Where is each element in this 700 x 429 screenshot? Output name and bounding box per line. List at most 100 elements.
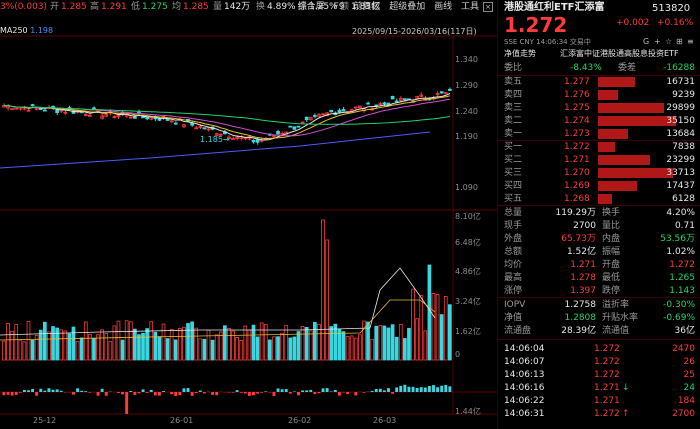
candle-body — [231, 138, 235, 140]
level-price: 1.272 — [564, 142, 590, 152]
flow-bar — [43, 390, 47, 392]
ask-book: 卖五 1.277 16731 卖四 1.276 9239 卖三 1.275 29899 卖二 1.2… — [498, 75, 700, 140]
ask-row[interactable]: 卖五 1.277 16731 — [498, 75, 700, 89]
volume-bar — [386, 327, 391, 361]
flow-bar — [84, 391, 88, 392]
ask-row[interactable]: 卖三 1.275 29899 — [498, 101, 700, 115]
stat-label: 换手 — [602, 208, 621, 218]
level-volume: 6128 — [672, 194, 695, 204]
flow-bar — [264, 391, 268, 392]
plus-icon[interactable]: G — [643, 37, 650, 46]
candle-body — [398, 98, 403, 101]
ask-row[interactable]: 卖一 1.273 13684 — [498, 127, 700, 141]
stat-value: -0.30% — [663, 300, 695, 310]
nav-trend-link[interactable]: 净值走势 — [504, 49, 536, 58]
level-volume: 35150 — [666, 116, 695, 126]
flow-bar — [403, 384, 407, 392]
flow-bar — [59, 390, 63, 392]
menu-icon[interactable]: ≡ — [687, 37, 694, 46]
quote-panel: 港股通红利ETF汇添富 513820 1.272 +0.002 +0.16% S… — [497, 0, 700, 429]
flow-bar — [137, 392, 141, 394]
stat-value: 65.73万 — [561, 234, 596, 244]
tick-volume: 2470 — [672, 344, 695, 354]
bid-row[interactable]: 买二 1.271 23299 — [498, 153, 700, 167]
bid-row[interactable]: 买三 1.270 33713 — [498, 166, 700, 180]
close-icon[interactable]: × — [483, 2, 493, 12]
flow-bar — [182, 388, 186, 392]
candle-body — [341, 109, 346, 112]
depth-bar — [598, 129, 628, 139]
stat-row: 均价 1.271 开盘 1.272 — [498, 258, 700, 272]
volume-bar — [83, 321, 88, 361]
candle-body — [133, 116, 137, 119]
volume-bar — [63, 330, 68, 361]
weibi-label: 委比 — [504, 63, 523, 73]
stat-label: 现手 — [504, 221, 523, 231]
volume-bar — [227, 328, 231, 361]
volume-bar — [333, 323, 338, 361]
level-volume: 13684 — [666, 129, 695, 139]
tick-list[interactable]: 14:06:04 1.272 2470 14:06:07 1.272 26 14:06:13… — [498, 340, 700, 429]
vol-label: 量 — [213, 2, 223, 12]
menu-overview[interactable]: 综合屏 — [297, 2, 325, 12]
bid-row[interactable]: 买四 1.269 17437 — [498, 179, 700, 193]
tick-price: 1.271 — [594, 383, 620, 393]
volume-bar — [353, 337, 358, 361]
star-icon[interactable]: ☆ — [665, 37, 673, 46]
candle-body — [227, 136, 231, 139]
add-icon[interactable]: + — [654, 37, 661, 46]
flow-bar — [288, 392, 292, 394]
stat-value: 1.272 — [669, 260, 695, 270]
candle-body — [448, 88, 452, 91]
flow-bar — [411, 386, 415, 392]
volume-bar — [18, 339, 23, 361]
volume-bar — [124, 320, 129, 361]
stats-table: 总量 119.29万 换手 4.20% 现手 2700 量比 0.71 外盘 65.73万 内盘 53… — [498, 206, 700, 297]
bid-row[interactable]: 买五 1.268 6128 — [498, 192, 700, 206]
stat-value: 28.39亿 — [561, 326, 596, 336]
open-value: 1.285 — [61, 2, 87, 12]
bid-row[interactable]: 买一 1.272 7838 — [498, 140, 700, 154]
stat-value: 2700 — [573, 221, 596, 231]
flow-bar — [432, 385, 435, 392]
ask-row[interactable]: 卖四 1.276 9239 — [498, 88, 700, 102]
stat-label: 流通值 — [602, 326, 630, 336]
stat-label: 升贴水率 — [602, 313, 639, 323]
level-volume: 7838 — [672, 142, 695, 152]
candle-body — [63, 111, 68, 114]
volume-bar — [448, 304, 452, 361]
stat-value: -0.69% — [663, 313, 695, 323]
candle-body — [43, 109, 47, 112]
level-volume: 16731 — [666, 77, 695, 87]
tick-time: 14:06:22 — [504, 396, 545, 406]
menu-draw[interactable]: 画线 — [434, 2, 453, 12]
volume-bar — [55, 327, 59, 361]
volume-bar — [169, 329, 174, 361]
divider — [498, 297, 700, 298]
stat-value: 1.265 — [669, 273, 695, 283]
flow-bar — [280, 389, 284, 392]
volume-bar — [198, 338, 203, 361]
menu-tools[interactable]: 工具 — [460, 2, 479, 12]
menu-f9[interactable]: F9 — [333, 2, 345, 12]
stat-row: 涨停 1.397 跌停 1.143 — [498, 284, 700, 298]
depth-bar — [598, 103, 664, 113]
volume-bar — [79, 337, 84, 361]
depth-bar — [598, 116, 676, 126]
stat-value: 1.2808 — [564, 313, 597, 323]
grid-icon[interactable]: ⊞ — [676, 37, 683, 46]
open-label: 开 — [50, 2, 60, 12]
kline-chart[interactable] — [0, 0, 497, 429]
flow-bar — [125, 392, 129, 414]
menu-overlay[interactable]: 超级叠加 — [389, 2, 426, 12]
weidiff-value: -16288 — [663, 63, 695, 73]
candle-body — [419, 94, 424, 97]
flow-bar — [337, 392, 341, 396]
ask-row[interactable]: 卖二 1.274 35150 — [498, 114, 700, 128]
stat-label: 量比 — [602, 221, 621, 231]
date-tick: 26-02 — [288, 416, 312, 425]
flow-bar — [317, 392, 321, 394]
menu-adjust[interactable]: 前复权 — [353, 2, 381, 12]
flow-bar — [76, 388, 80, 392]
volume-bar — [141, 333, 145, 361]
